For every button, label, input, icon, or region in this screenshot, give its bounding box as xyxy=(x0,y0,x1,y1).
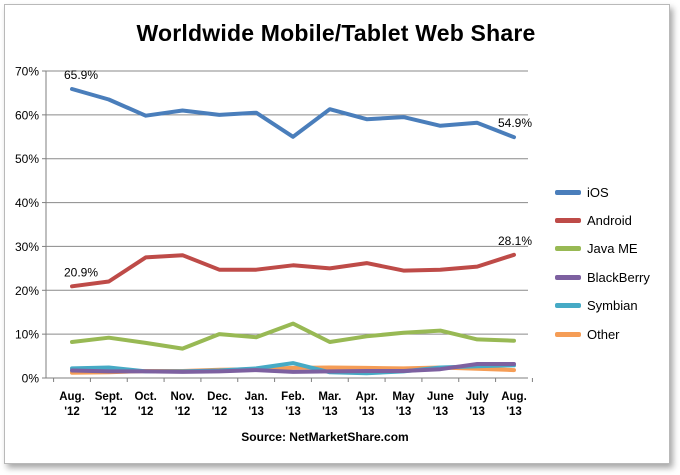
legend-item: Java ME xyxy=(555,235,650,263)
y-tick-label: 60% xyxy=(15,108,39,122)
y-tick-label: 40% xyxy=(15,196,39,210)
y-tick-label: 20% xyxy=(15,284,39,298)
x-tick-label: Feb. '13 xyxy=(281,391,305,418)
legend-swatch xyxy=(555,246,581,252)
chart-title: Worldwide Mobile/Tablet Web Share xyxy=(136,20,536,46)
legend-swatch xyxy=(555,274,581,280)
legend-swatch xyxy=(555,218,581,224)
y-tick-label: 70% xyxy=(15,65,39,79)
x-tick-label: May '13 xyxy=(392,391,415,418)
series-line-android xyxy=(70,252,516,289)
series-line-ios xyxy=(70,87,516,140)
x-tick-label: Jan. '13 xyxy=(245,391,268,418)
chart-legend: iOS Android Java ME BlackBerry Symbian Other xyxy=(555,178,650,348)
y-tick-label: 10% xyxy=(15,328,39,342)
legend-item: Other xyxy=(555,320,650,348)
chart-frame xyxy=(4,4,670,464)
legend-label: BlackBerry xyxy=(587,269,650,285)
legend-label: iOS xyxy=(587,184,609,200)
legend-item: Android xyxy=(555,206,650,234)
x-tick-label: Dec. '12 xyxy=(207,391,231,418)
y-tick-label: 0% xyxy=(22,372,40,386)
x-tick-label: Nov. '12 xyxy=(170,391,194,418)
x-tick-label: Oct. '12 xyxy=(134,391,156,418)
data-label: 28.1% xyxy=(498,234,532,248)
data-label: 54.9% xyxy=(498,116,532,130)
legend-item: BlackBerry xyxy=(555,263,650,291)
legend-label: Other xyxy=(587,326,620,342)
data-label: 20.9% xyxy=(64,265,98,279)
legend-label: Android xyxy=(587,213,632,229)
data-label: 65.9% xyxy=(64,68,98,82)
x-tick-label: Aug. '13 xyxy=(501,391,527,418)
legend-item: iOS xyxy=(555,178,650,206)
x-tick-label: Mar. '13 xyxy=(318,391,341,418)
chart-source: Source: NetMarketShare.com xyxy=(241,430,409,444)
legend-label: Java ME xyxy=(587,241,638,257)
x-tick-label: July '13 xyxy=(466,391,490,418)
x-tick-label: Apr. '13 xyxy=(355,391,377,418)
x-tick-label: Aug. '12 xyxy=(59,391,85,418)
legend-swatch xyxy=(555,303,581,309)
legend-item: Symbian xyxy=(555,292,650,320)
x-tick-label: Sept. '12 xyxy=(95,391,123,418)
series-line-java-me xyxy=(70,321,516,351)
legend-swatch xyxy=(555,189,581,195)
x-tick-label: June '13 xyxy=(427,391,454,418)
y-tick-label: 50% xyxy=(15,152,39,166)
legend-swatch xyxy=(555,331,581,337)
series-line-blackberry xyxy=(70,362,516,374)
legend-label: Symbian xyxy=(587,298,638,314)
y-tick-label: 30% xyxy=(15,240,39,254)
